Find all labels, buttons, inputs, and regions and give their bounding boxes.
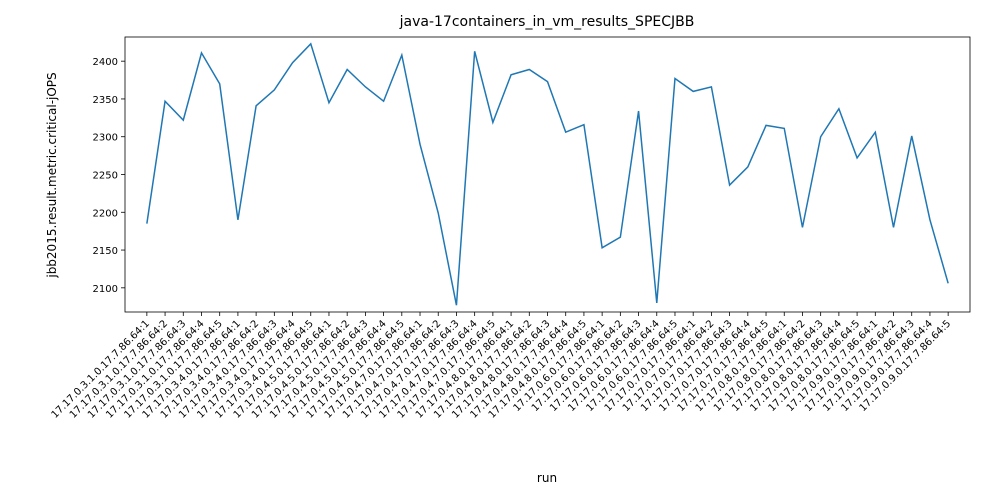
y-tick-label: 2100 <box>93 284 118 295</box>
chart-title: java-17containers_in_vm_results_SPECJBB <box>399 14 695 30</box>
y-tick-label: 2200 <box>93 208 118 219</box>
plot-frame <box>124 36 971 313</box>
y-axis: 2100 2150 2200 2250 2300 2350 2400 <box>93 57 125 295</box>
y-tick-label: 2150 <box>93 246 118 257</box>
y-tick-label: 2400 <box>93 57 118 68</box>
x-axis: 17.17.0.3.1.0.17.7.86.64:117.17.0.3.1.0.… <box>50 312 953 421</box>
y-tick-label: 2300 <box>93 133 118 144</box>
y-tick-label: 2350 <box>93 95 118 106</box>
data-line <box>146 42 949 306</box>
y-tick-label: 2250 <box>93 171 118 182</box>
y-axis-label: jbb2015.result.metric.critical-jOPS <box>45 72 59 278</box>
x-axis-label: run <box>537 471 557 485</box>
